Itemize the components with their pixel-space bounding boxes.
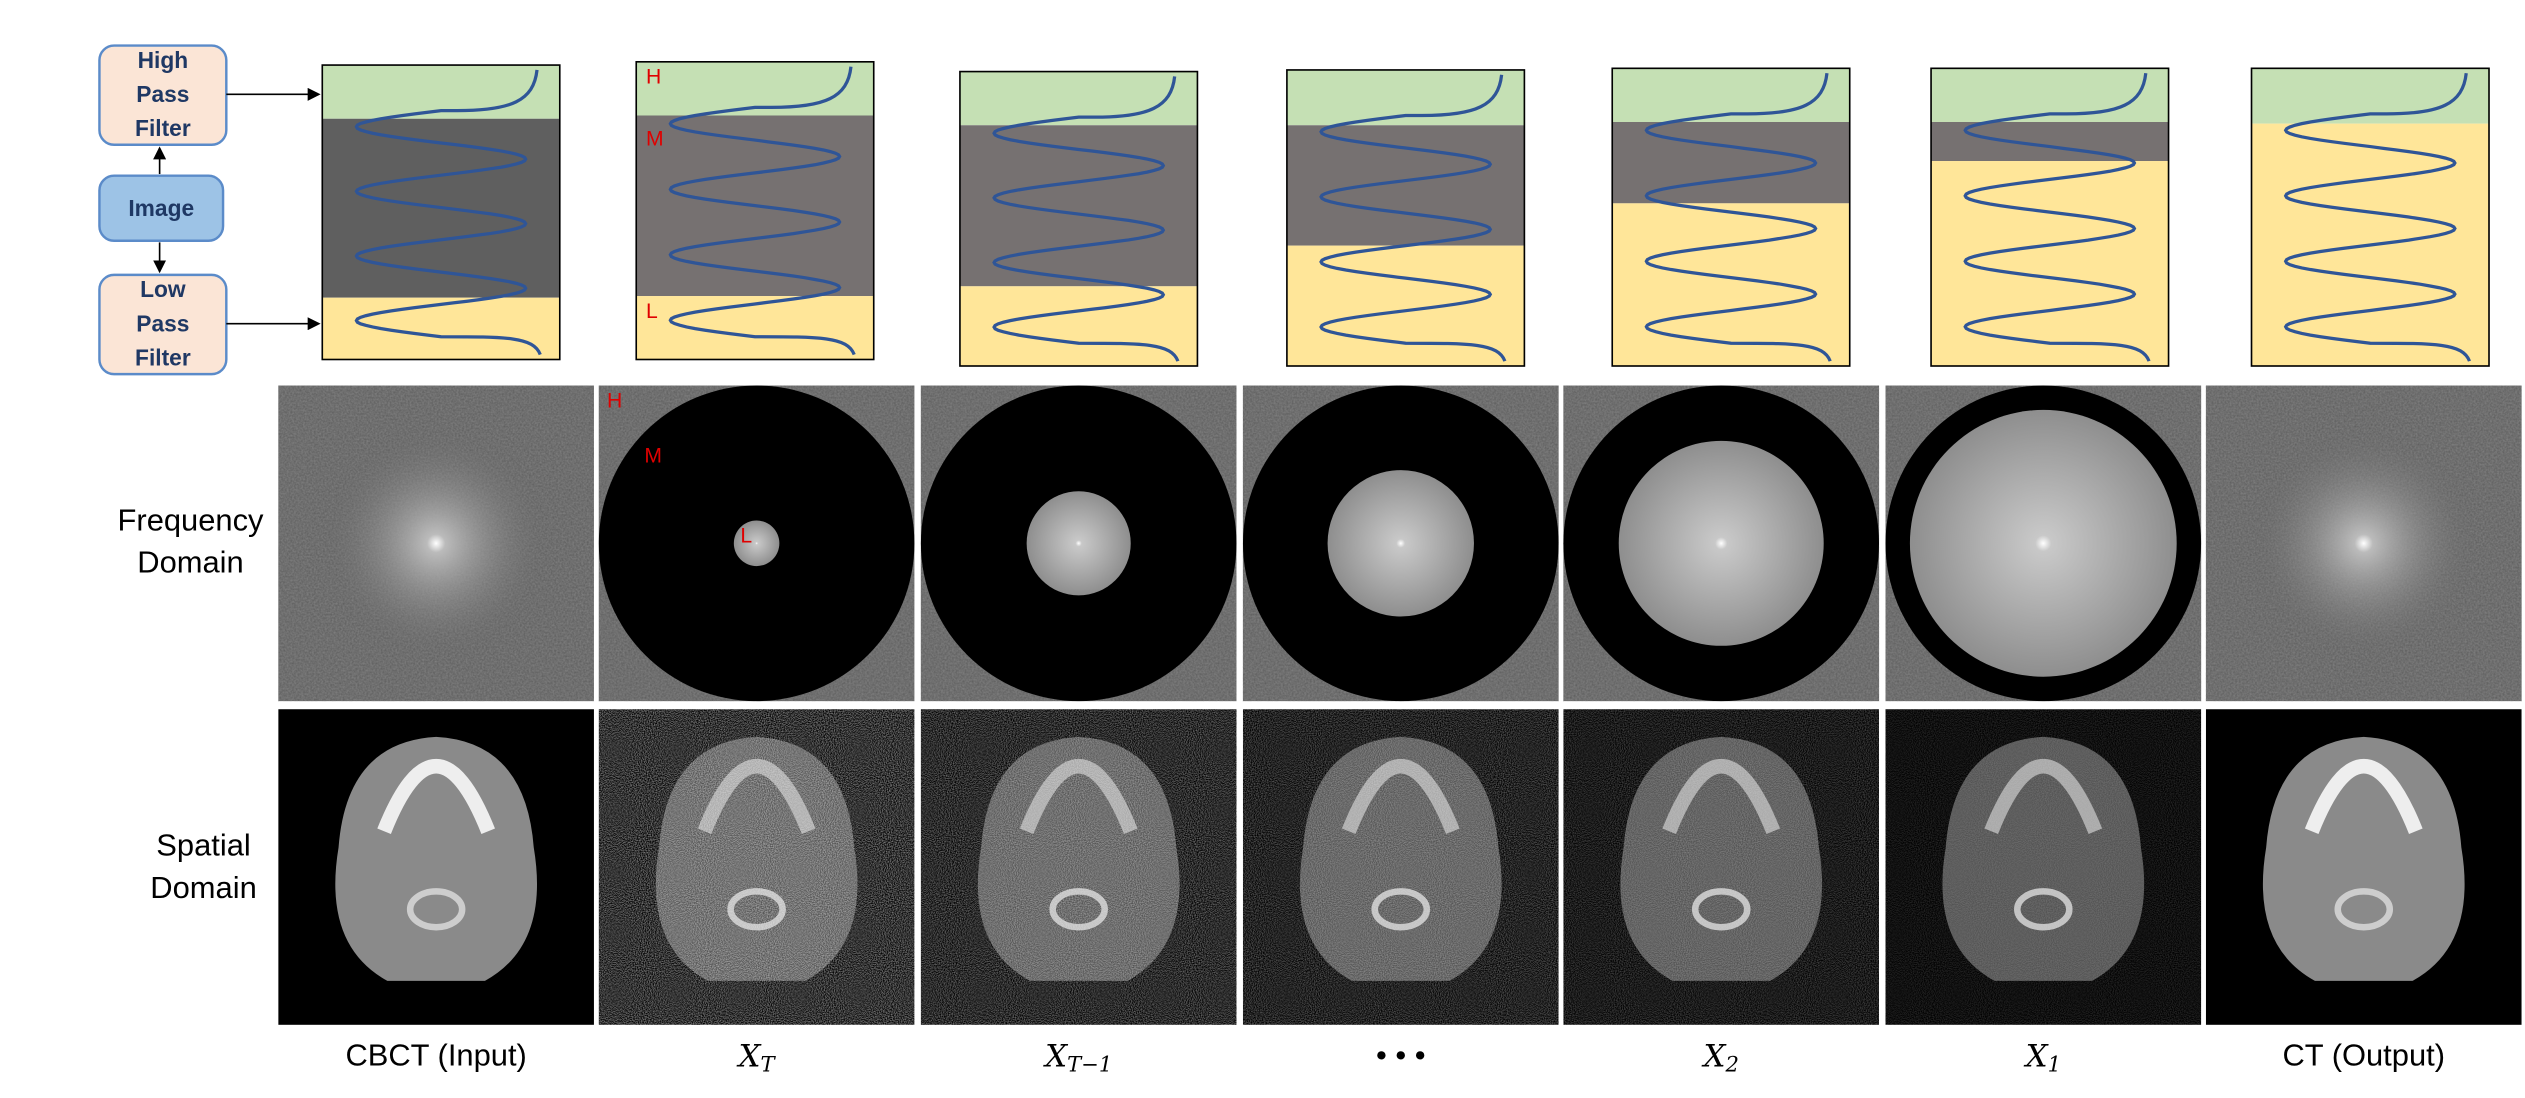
freq-disk	[1909, 409, 2177, 677]
column-label: CT (Output)	[2282, 1037, 2445, 1072]
band-label: M	[644, 445, 662, 468]
low-band	[1612, 203, 1850, 366]
panels: CBCT (Input) XT XT−1 • • • X2 X1 CT (Output)	[278, 61, 2522, 1076]
head	[335, 736, 538, 981]
row-label: Domain	[150, 870, 256, 905]
label-base: X	[1043, 1038, 1069, 1074]
spectrum-curve	[668, 66, 856, 356]
label-base: X	[1701, 1038, 1727, 1074]
spatial-noise	[1885, 709, 2202, 1025]
box-border	[2250, 67, 2490, 367]
box-border	[635, 61, 875, 361]
image-box	[98, 174, 225, 242]
box-text: Filter	[135, 345, 191, 371]
label-sub: 2	[1724, 1051, 1738, 1076]
spectrum-curve	[2283, 73, 2472, 362]
box-border	[1930, 67, 2170, 367]
band-label: L	[740, 524, 752, 547]
box-text: Image	[128, 195, 194, 221]
spectrum-curve	[1963, 73, 2151, 362]
box-border	[1286, 69, 1526, 367]
box-text: Pass	[136, 310, 189, 336]
column-label: X2	[1701, 1038, 1738, 1076]
label-base: X	[2024, 1038, 2050, 1074]
freq-spot	[322, 429, 551, 658]
freq-disk	[1026, 491, 1131, 596]
column-label: CBCT (Input)	[345, 1037, 526, 1072]
box-text: Pass	[136, 81, 189, 107]
band-label: L	[646, 300, 658, 323]
freq-disk	[733, 520, 780, 567]
head	[2262, 736, 2465, 981]
box-text: Low	[140, 276, 186, 302]
spine	[2334, 888, 2394, 931]
freq-spot	[2249, 429, 2478, 658]
high-pass-box	[98, 44, 228, 146]
box-border	[321, 64, 561, 361]
jaw	[2304, 759, 2423, 834]
column-label: • • •	[1376, 1037, 1426, 1072]
band-label: M	[646, 127, 664, 150]
box-text: High	[138, 47, 189, 73]
label-sub: T−1	[1067, 1051, 1112, 1076]
freq-disk	[1618, 440, 1824, 646]
box-border	[1611, 67, 1851, 367]
low-band	[322, 297, 560, 360]
spectrum-curve	[992, 76, 1180, 362]
spectrum-curve	[1319, 74, 1507, 362]
mid-band	[1931, 122, 2169, 162]
spatial-noise	[1242, 709, 1559, 1025]
overlay: H M L H M L	[607, 66, 752, 548]
label-base: X	[737, 1038, 763, 1074]
spectrum-curve	[1644, 73, 1832, 362]
label-sub: 1	[2048, 1051, 2061, 1076]
band-label: H	[646, 66, 661, 89]
spine	[406, 888, 466, 931]
spatial-noise	[1563, 709, 1880, 1025]
freq-disk	[1327, 470, 1474, 617]
label-sub: T	[761, 1051, 777, 1076]
band-label: H	[607, 389, 622, 412]
spatial-noise	[598, 709, 915, 1025]
row-label: Spatial	[156, 828, 250, 863]
low-band	[636, 296, 874, 360]
box-border	[959, 70, 1199, 367]
column-label: X1	[2024, 1038, 2061, 1076]
column-label: XT−1	[1043, 1038, 1112, 1076]
spatial-noise	[920, 709, 1237, 1025]
box-text: Filter	[135, 115, 191, 141]
spectrum-curve	[354, 69, 542, 356]
row-label: Domain	[137, 545, 243, 580]
row-label: Frequency	[118, 502, 265, 537]
column-label: XT	[737, 1038, 777, 1076]
jaw	[377, 759, 496, 834]
